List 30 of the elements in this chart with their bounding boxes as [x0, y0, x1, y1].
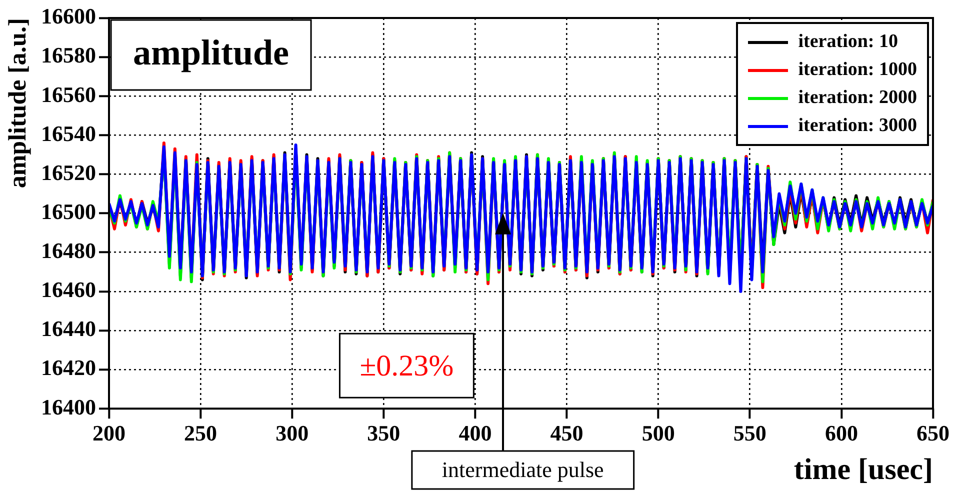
- legend-label: iteration: 2000: [798, 87, 917, 109]
- x-tick-label: 600: [824, 420, 858, 446]
- x-axis-title: time [usec]: [794, 452, 933, 486]
- annotation: ±0.23%: [360, 349, 454, 382]
- y-tick-label: 16600: [41, 4, 96, 29]
- x-tick-label: 450: [550, 420, 584, 446]
- x-tick-label: 500: [642, 420, 675, 446]
- y-tick-label: 16400: [41, 394, 96, 420]
- y-axis-title: amplitude [a.u.]: [4, 18, 32, 188]
- y-tick-label: 16560: [41, 82, 96, 107]
- x-tick-label: 200: [92, 420, 126, 446]
- y-tick-label: 16540: [41, 120, 96, 146]
- y-tick-label: 16580: [41, 42, 96, 68]
- y-tick-label: 16420: [41, 355, 96, 380]
- y-tick-label: 16460: [41, 277, 96, 302]
- x-tick-label: 300: [276, 420, 309, 446]
- text: intermediate pulse: [442, 456, 604, 482]
- chart-title: amplitude: [133, 32, 290, 72]
- x-tick-label: 650: [916, 420, 950, 446]
- y-tick-label: 16480: [41, 238, 96, 264]
- y-tick-label: 16440: [41, 316, 96, 342]
- x-tick-label: 400: [458, 420, 492, 446]
- x-tick-label: 250: [184, 420, 218, 446]
- x-tick-label: 350: [367, 420, 400, 446]
- legend-label: iteration: 1000: [798, 59, 917, 81]
- y-tick-label: 16500: [41, 198, 96, 224]
- x-tick-label: 550: [733, 420, 766, 446]
- legend-label: iteration: 10: [798, 31, 898, 53]
- y-tick-label: 16520: [41, 160, 96, 185]
- legend-label: iteration: 3000: [798, 115, 917, 137]
